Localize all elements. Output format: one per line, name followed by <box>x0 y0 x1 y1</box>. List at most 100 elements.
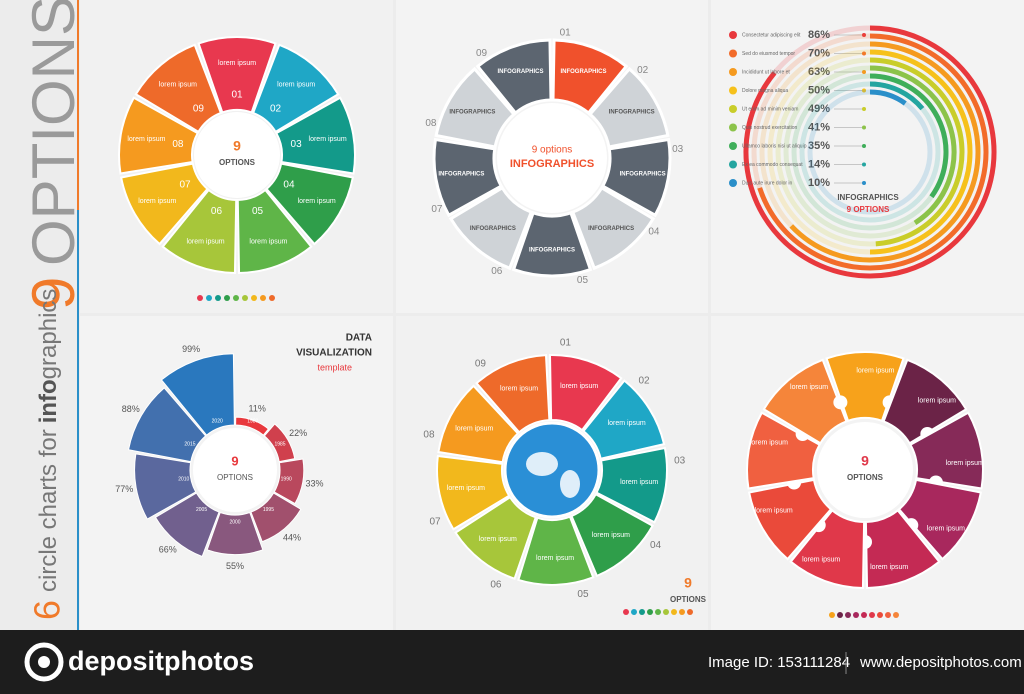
segment-label: lorem ipsum <box>186 238 224 245</box>
segment <box>127 387 207 463</box>
segment-label: 33% <box>306 478 324 488</box>
segment <box>265 162 355 246</box>
segment <box>551 38 629 116</box>
segment-label: lorem ipsum <box>560 383 598 390</box>
center <box>497 103 607 213</box>
leader-dot <box>862 107 866 111</box>
subtitle: template <box>317 362 352 372</box>
segment-label: lorem ipsum <box>536 555 574 562</box>
segment <box>434 66 517 149</box>
segment-number: 09 <box>476 48 488 59</box>
segment <box>160 353 235 436</box>
sidebar-title: 9 OPTIONS <box>20 0 87 310</box>
segment <box>161 188 238 274</box>
segment-label: 99% <box>182 344 200 354</box>
center-number: 9 <box>231 453 238 468</box>
segment-label: lorem ipsum <box>918 397 956 404</box>
dot <box>877 612 883 618</box>
segment-number: 01 <box>560 337 572 348</box>
segment <box>582 379 666 460</box>
segment-label: lorem ipsum <box>750 439 788 446</box>
segment-number: 06 <box>491 266 503 277</box>
segment <box>595 446 668 524</box>
segment-year: 1980 <box>247 418 258 424</box>
item-label: 14% <box>808 158 830 170</box>
segment-label: lorem ipsum <box>620 479 658 486</box>
segment <box>789 509 866 589</box>
segment <box>475 354 551 434</box>
segment <box>587 66 670 149</box>
segment-number: 05 <box>577 275 589 286</box>
item-text: Ullamco laboris nisi ut aliquip <box>742 143 807 149</box>
continent <box>526 452 558 476</box>
segment <box>909 411 984 490</box>
segment <box>747 478 833 561</box>
segment <box>448 185 534 271</box>
segment-label: lorem ipsum <box>277 81 315 88</box>
leader-dot <box>862 51 866 56</box>
segment <box>454 495 537 581</box>
segment-label: lorem ipsum <box>608 420 646 427</box>
segment-label: INFOGRAPHICS <box>588 226 634 232</box>
segment <box>118 96 200 175</box>
segment-label: 44% <box>283 532 301 542</box>
segment-number: 06 <box>490 580 502 591</box>
segment <box>517 515 595 586</box>
segment-label: INFOGRAPHICS <box>620 172 666 178</box>
segment-number: 03 <box>291 139 303 150</box>
icon <box>833 395 848 410</box>
segment-label: INFOGRAPHICS <box>609 110 655 116</box>
segment-number: 05 <box>577 589 589 600</box>
segment <box>897 478 983 561</box>
icon <box>729 179 737 187</box>
center-subtitle: 9 OPTIONS <box>847 205 890 214</box>
arc <box>869 89 907 106</box>
title-a: DATA <box>346 333 372 344</box>
title: OPTIONS <box>20 0 87 266</box>
icon <box>729 105 737 113</box>
icon <box>729 123 737 132</box>
segment-label: lorem ipsum <box>479 536 517 543</box>
arc <box>869 81 925 111</box>
segment-number: 04 <box>283 180 295 191</box>
dot <box>197 295 203 301</box>
segment-number: 01 <box>231 90 243 101</box>
segment-label: INFOGRAPHICS <box>498 69 544 75</box>
segment <box>197 36 277 114</box>
segment-number: 09 <box>193 104 205 115</box>
leader-dot <box>862 33 866 37</box>
segment-number: 07 <box>431 204 443 215</box>
segment-year: 2020 <box>212 418 223 424</box>
segment-label: lorem ipsum <box>447 485 485 492</box>
center-number: 9 <box>684 575 692 591</box>
segment-year: 2015 <box>184 441 195 447</box>
segment-number: 06 <box>211 206 223 217</box>
continent <box>560 470 580 498</box>
center-subtitle: INFOGRAPHICS <box>510 158 594 170</box>
dot <box>269 295 275 301</box>
dot <box>647 609 653 615</box>
dot <box>206 295 212 301</box>
leader-dot <box>862 88 866 93</box>
center-label: OPTIONS <box>219 158 256 167</box>
segment <box>134 43 223 134</box>
dot <box>655 609 661 615</box>
segment-number: 02 <box>637 65 649 76</box>
center <box>193 428 277 512</box>
segment <box>475 38 553 116</box>
segment <box>600 137 672 218</box>
segment-label: lorem ipsum <box>500 385 538 392</box>
dot <box>869 612 875 618</box>
dot <box>215 295 221 301</box>
segment <box>511 210 593 278</box>
arc <box>789 41 981 263</box>
segment-number: 03 <box>674 456 686 467</box>
segment <box>251 43 340 134</box>
segment-label: 55% <box>226 561 244 571</box>
segment-label: INFOGRAPHICS <box>560 69 606 75</box>
center-number: 9 <box>233 138 241 154</box>
segment-label: lorem ipsum <box>249 238 287 245</box>
dot <box>837 612 843 618</box>
item-text: Duis aute irure dolor in <box>742 180 793 186</box>
